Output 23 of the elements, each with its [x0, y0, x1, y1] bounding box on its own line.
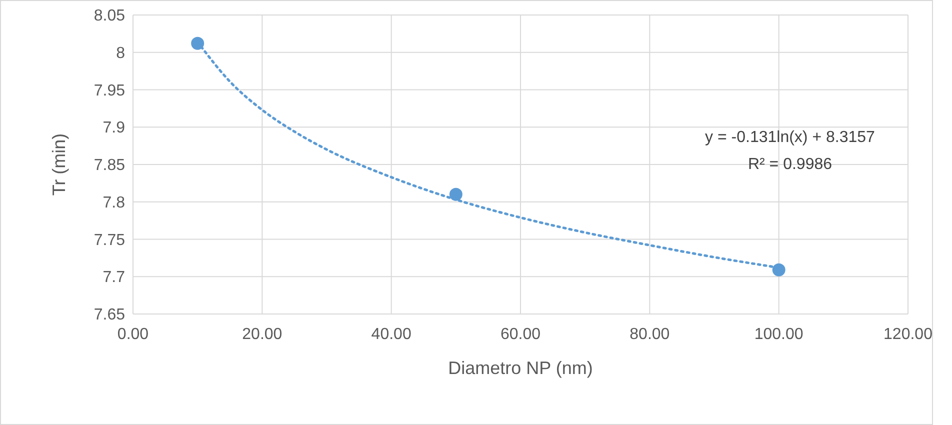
y-tick-label: 7.95 [94, 82, 126, 100]
x-axis-title: Diametro NP (nm) [448, 358, 593, 378]
x-tick-label: 40.00 [371, 326, 412, 343]
annotation: R² = 0.9986 [748, 156, 832, 173]
y-tick-label: 8.05 [94, 8, 126, 25]
y-tick-label: 7.7 [102, 269, 126, 286]
y-tick-label: 8 [116, 44, 126, 62]
x-tick-label: 120.00 [884, 326, 933, 343]
point [772, 263, 786, 276]
y-tick-label: 7.65 [94, 306, 126, 324]
x-tick-label: 0.00 [117, 326, 149, 343]
x-tick-label: 100.00 [754, 326, 804, 343]
point [191, 36, 204, 50]
y-axis-title: Tr (min) [49, 133, 69, 196]
x-tick-label: 60.00 [500, 326, 541, 343]
x-tick-label: 20.00 [242, 326, 282, 343]
y-tick-label: 7.8 [102, 194, 126, 212]
point [449, 188, 462, 201]
x-tick-label: 80.00 [630, 326, 670, 343]
y-tick-label: 7.9 [102, 120, 126, 137]
y-tick-label: 7.75 [94, 232, 126, 249]
annotation: y = -0.131ln(x) + 8.3157 [705, 129, 876, 146]
y-tick-label: 7.85 [94, 157, 126, 174]
